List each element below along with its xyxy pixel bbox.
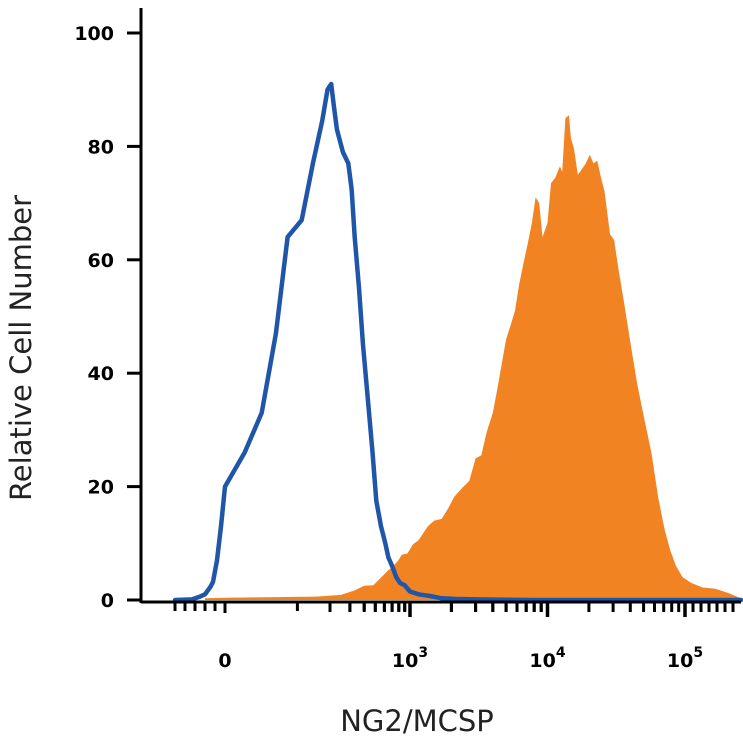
y-tick-label: 60 xyxy=(88,250,114,272)
x-tick-label: 105 xyxy=(667,645,703,672)
x-tick-label: 103 xyxy=(392,645,428,672)
stained-histogram-area xyxy=(205,115,741,600)
x-axis-minor-ticks xyxy=(173,603,735,617)
x-tick-label: 0 xyxy=(218,650,231,672)
y-axis-ticks xyxy=(127,31,141,602)
y-tick-label: 40 xyxy=(88,363,114,385)
x-tick-label: 104 xyxy=(529,645,565,672)
y-tick-label: 20 xyxy=(88,477,114,499)
axes: 0 20 40 60 80 100 0 103 104 105 xyxy=(74,8,741,672)
y-axis-tick-labels: 0 20 40 60 80 100 xyxy=(74,23,114,612)
y-tick-label: 80 xyxy=(88,136,114,158)
control-histogram-line xyxy=(172,81,743,603)
x-axis-tick-labels: 0 103 104 105 xyxy=(218,645,703,672)
y-tick-label: 0 xyxy=(101,590,114,612)
x-axis-title: NG2/MCSP xyxy=(340,704,494,738)
y-tick-label: 100 xyxy=(74,23,114,45)
plot-area xyxy=(172,81,743,603)
y-axis-title: Relative Cell Number xyxy=(4,195,38,501)
